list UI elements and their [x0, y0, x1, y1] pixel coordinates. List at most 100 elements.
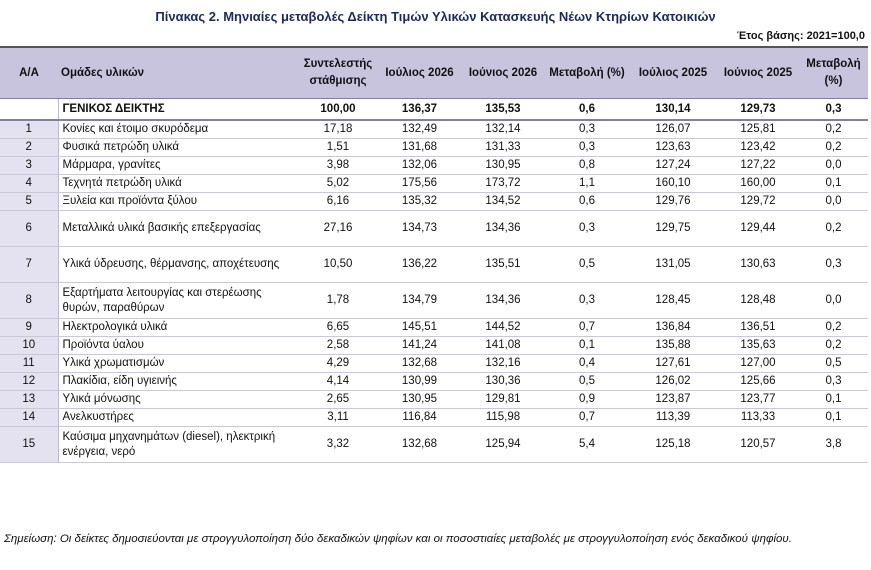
price-index-table: Α/Α Ομάδες υλικών Συντελεστής στάθμισης …: [0, 46, 868, 463]
row-jul2025: 135,88: [629, 336, 717, 355]
row-jul2026: 141,24: [378, 336, 461, 355]
row-jul2025: 113,39: [629, 408, 717, 427]
table-row: 7 Υλικά ύδρευσης, θέρμανσης, αποχέτευσης 1…: [0, 246, 868, 283]
row-chg2025: 0,2: [799, 318, 868, 337]
row-chg2025: 0,2: [799, 120, 868, 139]
row-aa: 15: [0, 426, 59, 463]
total-jul2025: 130,14: [629, 98, 717, 121]
row-aa: 7: [0, 246, 59, 283]
row-jul2025: 136,84: [629, 318, 717, 337]
header-row: Α/Α Ομάδες υλικών Συντελεστής στάθμισης …: [0, 46, 868, 99]
table-row: 5 Ξυλεία και προϊόντα ξύλου 6,16 135,32 134,…: [0, 192, 868, 211]
row-chg2025: 0,1: [799, 390, 868, 409]
table-row: 3 Μάρμαρα, γρανίτες 3,98 132,06 130,95 0,8 127…: [0, 156, 868, 175]
row-chg2026: 0,5: [545, 246, 629, 283]
row-jun2025: 127,00: [717, 354, 799, 373]
row-weight: 6,16: [298, 192, 378, 211]
row-weight: 3,98: [298, 156, 378, 175]
row-aa: 10: [0, 336, 59, 355]
row-label: Πλακίδια, είδη υγιεινής: [58, 372, 298, 391]
row-jul2026: 130,95: [378, 390, 461, 409]
row-jul2026: 132,68: [378, 426, 461, 463]
row-label: Προϊόντα ύαλου: [58, 336, 298, 355]
row-jun2025: 136,51: [717, 318, 799, 337]
row-jun2026: 134,36: [461, 210, 545, 247]
row-jul2025: 131,05: [629, 246, 717, 283]
row-chg2026: 0,3: [545, 282, 629, 319]
table-row: 6 Μεταλλικά υλικά βασικής επεξεργασίας 27,…: [0, 210, 868, 247]
row-jun2025: 129,44: [717, 210, 799, 247]
row-jul2026: 131,68: [378, 138, 461, 157]
row-chg2026: 1,1: [545, 174, 629, 193]
row-weight: 17,18: [298, 120, 378, 139]
row-aa: 2: [0, 138, 59, 157]
table-row: 10 Προϊόντα ύαλου 2,58 141,24 141,08 0,1 135,8…: [0, 336, 868, 355]
table-row: 13 Υλικά μόνωσης 2,65 130,95 129,81 0,9 123,87…: [0, 390, 868, 409]
row-chg2026: 5,4: [545, 426, 629, 463]
footnote: Σημείωση: Οι δείκτες δημοσιεύονται με στ…: [4, 533, 792, 545]
row-label: Καύσιμα μηχανημάτων (diesel), ηλεκτρική …: [58, 426, 298, 463]
row-label: Μάρμαρα, γρανίτες: [58, 156, 298, 175]
header-jul2026: Ιούλιος 2026: [378, 46, 461, 99]
row-jul2025: 123,87: [629, 390, 717, 409]
row-aa: 3: [0, 156, 59, 175]
table-row: 12 Πλακίδια, είδη υγιεινής 4,14 130,99 130,3…: [0, 372, 868, 391]
row-chg2026: 0,1: [545, 336, 629, 355]
table-row: 4 Τεχνητά πετρώδη υλικά 5,02 175,56 173,72 1,…: [0, 174, 868, 193]
total-chg2026: 0,6: [545, 98, 629, 121]
row-chg2025: 0,2: [799, 336, 868, 355]
row-chg2026: 0,5: [545, 372, 629, 391]
row-jun2025: 135,63: [717, 336, 799, 355]
row-label: Ανελκυστήρες: [58, 408, 298, 427]
header-jun2026: Ιούνιος 2026: [461, 46, 545, 99]
row-jun2026: 115,98: [461, 408, 545, 427]
row-label: Ηλεκτρολογικά υλικά: [58, 318, 298, 337]
row-jun2025: 130,63: [717, 246, 799, 283]
row-jun2025: 125,66: [717, 372, 799, 391]
row-chg2026: 0,3: [545, 138, 629, 157]
row-chg2025: 0,0: [799, 156, 868, 175]
row-aa: 13: [0, 390, 59, 409]
row-label: Ξυλεία και προϊόντα ξύλου: [58, 192, 298, 211]
row-jun2026: 134,52: [461, 192, 545, 211]
row-weight: 3,11: [298, 408, 378, 427]
row-label: Εξαρτήματα λειτουργίας και στερέωσης θυρ…: [58, 282, 298, 319]
total-jun2026: 135,53: [461, 98, 545, 121]
row-aa: 14: [0, 408, 59, 427]
row-jun2025: 113,33: [717, 408, 799, 427]
row-jun2025: 123,77: [717, 390, 799, 409]
row-aa: 9: [0, 318, 59, 337]
table-title: Πίνακας 2. Μηνιαίες μεταβολές Δείκτη Τιμ…: [155, 9, 716, 24]
row-jun2026: 144,52: [461, 318, 545, 337]
row-jun2026: 173,72: [461, 174, 545, 193]
row-label: Κονίες και έτοιμο σκυρόδεμα: [58, 120, 298, 139]
row-jul2026: 134,73: [378, 210, 461, 247]
row-weight: 4,14: [298, 372, 378, 391]
row-chg2026: 0,8: [545, 156, 629, 175]
row-chg2026: 0,7: [545, 318, 629, 337]
row-chg2025: 0,0: [799, 282, 868, 319]
row-weight: 2,65: [298, 390, 378, 409]
row-weight: 4,29: [298, 354, 378, 373]
row-jul2026: 134,79: [378, 282, 461, 319]
base-year-note: Έτος βάσης: 2021=100,0: [736, 30, 865, 42]
row-jun2026: 132,14: [461, 120, 545, 139]
total-weight: 100,00: [298, 98, 378, 121]
total-chg2025: 0,3: [799, 98, 868, 121]
row-chg2026: 0,9: [545, 390, 629, 409]
row-jul2025: 125,18: [629, 426, 717, 463]
header-aa: Α/Α: [0, 46, 58, 99]
total-row: ΓΕΝΙΚΟΣ ΔΕΙΚΤΗΣ 100,00 136,37 135,53 0,6…: [0, 98, 868, 121]
row-jul2026: 132,49: [378, 120, 461, 139]
row-jun2025: 123,42: [717, 138, 799, 157]
row-chg2026: 0,4: [545, 354, 629, 373]
row-chg2025: 0,2: [799, 138, 868, 157]
table-row: 8 Εξαρτήματα λειτουργίας και στερέωσης θυ…: [0, 282, 868, 319]
row-jul2025: 160,10: [629, 174, 717, 193]
table-row: 9 Ηλεκτρολογικά υλικά 6,65 145,51 144,52 0,7 1…: [0, 318, 868, 337]
row-jul2025: 127,24: [629, 156, 717, 175]
total-jul2026: 136,37: [378, 98, 461, 121]
header-jun2025: Ιούνιος 2025: [717, 46, 799, 99]
row-jun2026: 130,36: [461, 372, 545, 391]
row-weight: 2,58: [298, 336, 378, 355]
